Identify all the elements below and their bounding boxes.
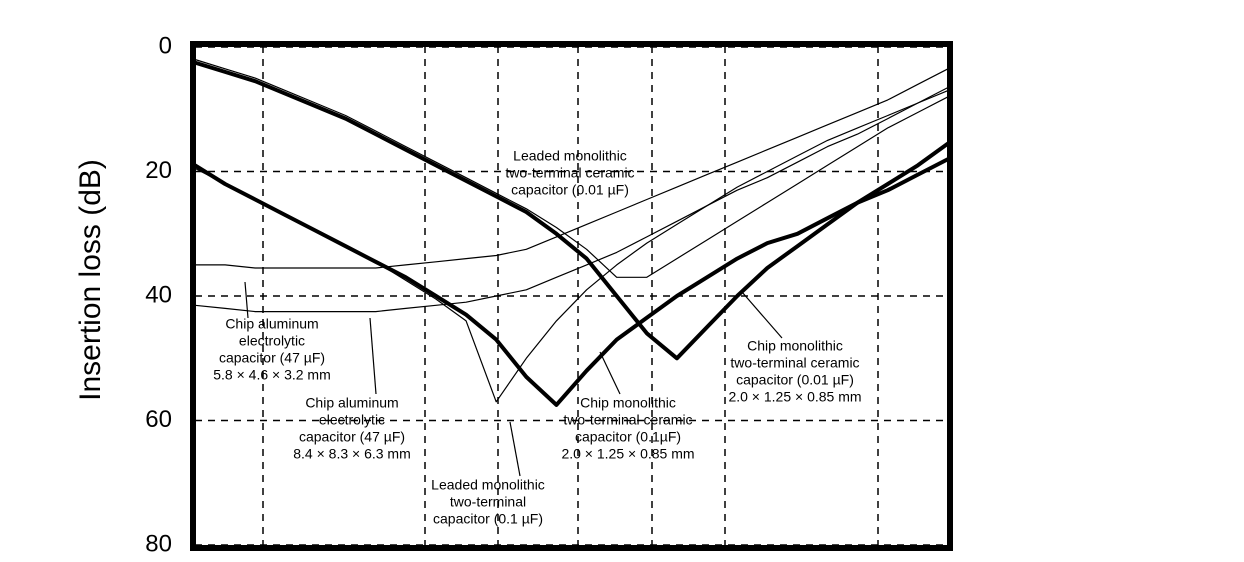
leader-line (741, 291, 783, 339)
annotation-text: capacitor (0.1µF) (575, 429, 681, 445)
annotation-text: two-terminal ceramic (730, 355, 859, 371)
annotation-text: Chip aluminum (305, 395, 398, 411)
annotation-text: capacitor (47 µF) (299, 429, 405, 445)
annotation-text: two-terminal ceramic (505, 165, 634, 181)
leader-line (509, 421, 521, 477)
annotation-text: capacitor (0.01 µF) (511, 182, 629, 198)
annotation-text: Chip monolithic (747, 338, 843, 354)
y-tick-label: 80 (145, 530, 172, 557)
plot-frame (190, 41, 953, 551)
annotation-text: 2.0 × 1.25 × 0.85 mm (728, 389, 861, 405)
annotation-text: Chip aluminum (225, 316, 318, 332)
annotation-text: two-terminal (450, 494, 526, 510)
y-tick-label: 60 (145, 406, 172, 433)
leader-line (599, 351, 621, 395)
annotation-text: capacitor (0.1 µF) (433, 511, 543, 527)
annotation-text: capacitor (47 µF) (219, 350, 325, 366)
annotation-text: 2.0 × 1.25 × 0.85 mm (561, 446, 694, 462)
annotation-text: electrolytic (319, 412, 385, 428)
y-tick-label: 40 (145, 281, 172, 308)
annotation-text: 8.4 × 8.3 × 6.3 mm (293, 446, 411, 462)
annotation-text: Leaded monolithic (513, 148, 627, 164)
series-line (194, 90, 949, 403)
annotation-text: electrolytic (239, 333, 305, 349)
series-line (194, 58, 949, 278)
series-line (195, 68, 949, 269)
annotation-text: Leaded monolithic (431, 477, 545, 493)
leader-line (244, 281, 249, 319)
y-tick-label: 0 (159, 32, 172, 59)
annotation-text: capacitor (0.01 µF) (736, 372, 854, 388)
annotation-text: Chip monolithic (580, 395, 676, 411)
annotation-text: 5.8 × 4.6 × 3.2 mm (213, 367, 331, 383)
annotation-text: two-terminal ceramic (563, 412, 692, 428)
y-tick-label: 20 (145, 157, 172, 184)
y-axis-title: Insertion loss (dB) (74, 159, 107, 401)
series-line (194, 60, 950, 361)
leader-line (369, 317, 377, 395)
series-line (194, 86, 949, 313)
